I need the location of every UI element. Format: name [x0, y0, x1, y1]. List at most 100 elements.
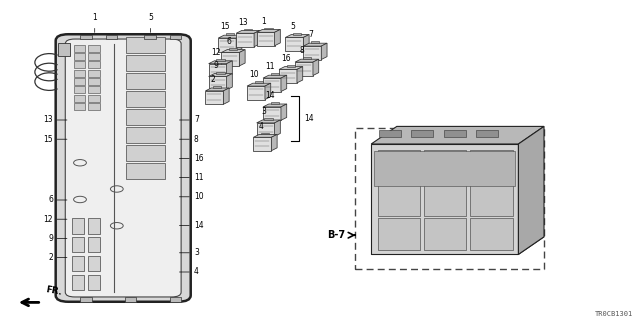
Polygon shape	[271, 74, 279, 75]
Polygon shape	[285, 37, 303, 51]
Polygon shape	[239, 50, 245, 66]
FancyBboxPatch shape	[355, 128, 544, 269]
Polygon shape	[263, 107, 281, 120]
Bar	[378, 150, 420, 182]
Polygon shape	[371, 237, 544, 254]
Polygon shape	[221, 52, 239, 66]
Bar	[470, 150, 513, 182]
Bar	[88, 61, 100, 68]
Bar	[88, 275, 100, 290]
Polygon shape	[371, 126, 544, 144]
Bar	[74, 53, 85, 60]
Bar	[470, 184, 513, 216]
Bar	[424, 150, 467, 182]
Text: 14: 14	[266, 91, 275, 100]
Bar	[74, 61, 85, 68]
Polygon shape	[218, 38, 236, 52]
Bar	[127, 37, 165, 53]
Bar	[470, 218, 513, 250]
Bar	[88, 103, 100, 110]
Polygon shape	[263, 78, 281, 92]
Bar	[88, 256, 100, 271]
Text: 6: 6	[226, 37, 231, 46]
Polygon shape	[297, 67, 303, 83]
Polygon shape	[257, 29, 280, 32]
Polygon shape	[295, 59, 319, 62]
Bar	[88, 86, 100, 93]
Text: FR.: FR.	[45, 285, 63, 297]
FancyBboxPatch shape	[65, 39, 181, 297]
Bar	[80, 35, 92, 39]
Bar	[74, 45, 85, 52]
Polygon shape	[254, 30, 260, 47]
Polygon shape	[271, 134, 277, 151]
Polygon shape	[263, 75, 287, 78]
Polygon shape	[216, 59, 225, 61]
Polygon shape	[261, 133, 269, 134]
Polygon shape	[275, 120, 280, 136]
Bar	[80, 297, 92, 302]
Text: 10: 10	[194, 192, 204, 201]
Bar	[424, 218, 467, 250]
Polygon shape	[257, 123, 275, 136]
Polygon shape	[253, 137, 271, 151]
Polygon shape	[313, 59, 319, 76]
Bar	[72, 237, 84, 252]
Bar	[88, 70, 100, 77]
Polygon shape	[236, 35, 242, 52]
Text: 16: 16	[194, 154, 204, 163]
Bar	[74, 78, 85, 85]
Bar	[127, 163, 165, 179]
Polygon shape	[295, 62, 313, 76]
Text: 12: 12	[211, 48, 221, 57]
Polygon shape	[218, 35, 242, 38]
Bar	[170, 35, 181, 39]
Polygon shape	[287, 65, 295, 67]
Text: 8: 8	[300, 46, 305, 55]
Polygon shape	[216, 72, 225, 74]
Bar	[88, 237, 100, 252]
Bar	[72, 256, 84, 271]
Polygon shape	[244, 29, 252, 30]
Text: 16: 16	[282, 54, 291, 63]
Polygon shape	[227, 61, 232, 77]
Polygon shape	[209, 76, 227, 90]
Bar	[106, 35, 117, 39]
Polygon shape	[303, 58, 311, 59]
Bar	[170, 297, 181, 302]
Polygon shape	[265, 83, 271, 100]
Bar	[378, 184, 420, 216]
Polygon shape	[255, 82, 263, 83]
Polygon shape	[263, 104, 287, 107]
Polygon shape	[285, 35, 309, 37]
Bar	[88, 95, 100, 102]
Bar	[444, 130, 466, 137]
Polygon shape	[221, 50, 245, 52]
Polygon shape	[518, 126, 544, 254]
Text: 2: 2	[211, 75, 215, 84]
Polygon shape	[209, 61, 232, 64]
Text: 9: 9	[213, 61, 218, 70]
Text: 12: 12	[44, 215, 53, 224]
Bar	[412, 130, 433, 137]
Bar	[74, 86, 85, 93]
Bar	[127, 91, 165, 107]
Polygon shape	[281, 75, 287, 92]
Polygon shape	[311, 42, 319, 43]
Polygon shape	[227, 74, 232, 90]
Bar	[127, 145, 165, 161]
Bar	[424, 184, 467, 216]
Bar	[127, 109, 165, 125]
Polygon shape	[271, 102, 279, 104]
Text: 4: 4	[194, 268, 199, 276]
Polygon shape	[205, 88, 229, 91]
Bar	[72, 275, 84, 290]
Text: 11: 11	[266, 62, 275, 71]
Polygon shape	[275, 29, 280, 46]
Text: TR0CB1301: TR0CB1301	[595, 311, 634, 317]
Bar	[74, 95, 85, 102]
Bar	[476, 130, 498, 137]
Bar	[88, 45, 100, 52]
Polygon shape	[257, 32, 275, 46]
Polygon shape	[303, 43, 327, 46]
